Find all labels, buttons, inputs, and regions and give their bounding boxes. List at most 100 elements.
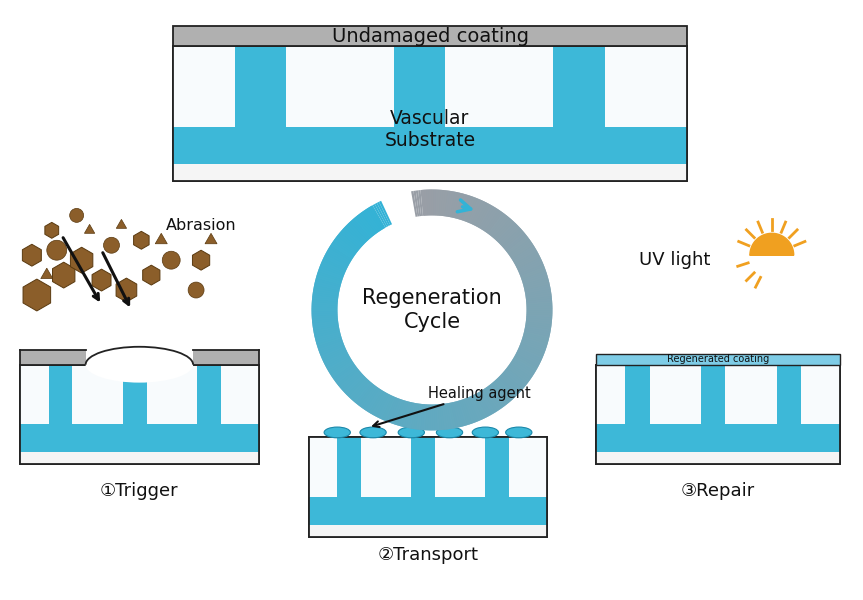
Wedge shape [312,312,337,315]
Bar [173,46,687,181]
Wedge shape [398,401,407,426]
Bar [309,525,547,537]
Wedge shape [442,404,447,430]
Wedge shape [525,325,551,332]
Wedge shape [324,353,349,367]
Wedge shape [337,368,359,386]
Wedge shape [471,395,484,419]
Wedge shape [317,337,342,347]
Wedge shape [342,373,362,392]
Wedge shape [313,289,339,295]
Wedge shape [513,356,537,371]
Wedge shape [312,295,338,300]
Ellipse shape [360,427,387,438]
Wedge shape [434,404,438,430]
Wedge shape [335,366,357,383]
Wedge shape [526,298,552,302]
Wedge shape [524,280,549,288]
Wedge shape [358,385,375,407]
Wedge shape [435,404,438,430]
Wedge shape [483,388,500,411]
Wedge shape [369,391,384,414]
Bar [596,365,840,464]
Wedge shape [392,399,402,424]
Wedge shape [464,197,476,222]
Wedge shape [421,190,425,216]
Wedge shape [312,320,338,326]
Wedge shape [524,332,549,340]
Wedge shape [345,224,365,244]
Wedge shape [334,364,356,382]
Circle shape [338,217,526,404]
Wedge shape [413,191,419,217]
Wedge shape [478,205,493,228]
Wedge shape [346,224,366,244]
Wedge shape [429,404,432,430]
Wedge shape [500,226,520,245]
Wedge shape [451,192,459,218]
Wedge shape [513,248,537,263]
Wedge shape [462,196,472,221]
Polygon shape [53,262,75,288]
Wedge shape [391,399,401,424]
Wedge shape [512,246,535,262]
Wedge shape [503,231,525,249]
Wedge shape [430,404,432,430]
Bar [173,46,687,127]
Wedge shape [461,195,471,220]
Wedge shape [524,282,550,290]
Wedge shape [526,320,551,325]
Wedge shape [512,245,535,260]
Wedge shape [326,250,350,265]
Wedge shape [443,190,448,216]
Wedge shape [327,356,350,371]
Wedge shape [526,323,551,329]
Wedge shape [438,404,443,430]
Wedge shape [365,389,381,412]
Wedge shape [456,401,464,427]
Wedge shape [519,263,544,275]
Bar [337,437,361,497]
Wedge shape [373,204,387,227]
Wedge shape [372,392,387,416]
Wedge shape [325,252,349,266]
Wedge shape [453,402,461,427]
Wedge shape [463,196,473,221]
Wedge shape [493,381,511,403]
Wedge shape [337,235,358,253]
Wedge shape [468,397,480,421]
Wedge shape [526,317,552,321]
Wedge shape [375,394,389,418]
Wedge shape [446,403,452,429]
Wedge shape [520,265,545,277]
Wedge shape [397,401,406,426]
Wedge shape [367,389,382,413]
Wedge shape [465,197,476,222]
Wedge shape [313,286,339,293]
Wedge shape [426,190,430,215]
Wedge shape [343,228,362,247]
Wedge shape [516,351,540,365]
Wedge shape [403,402,411,427]
Wedge shape [379,201,392,225]
Wedge shape [458,194,468,220]
Wedge shape [490,215,508,236]
Wedge shape [382,396,395,421]
Wedge shape [352,218,371,239]
Wedge shape [323,350,347,363]
Wedge shape [334,238,356,255]
Wedge shape [330,244,353,260]
Wedge shape [517,350,541,363]
Wedge shape [513,358,535,374]
Bar [596,365,840,424]
Wedge shape [389,398,400,424]
Wedge shape [522,336,548,346]
Wedge shape [522,275,548,284]
Wedge shape [474,202,488,226]
Bar [309,437,547,497]
Wedge shape [454,401,462,427]
Wedge shape [366,389,381,412]
Wedge shape [469,396,482,421]
Wedge shape [522,274,548,284]
Wedge shape [497,377,517,397]
